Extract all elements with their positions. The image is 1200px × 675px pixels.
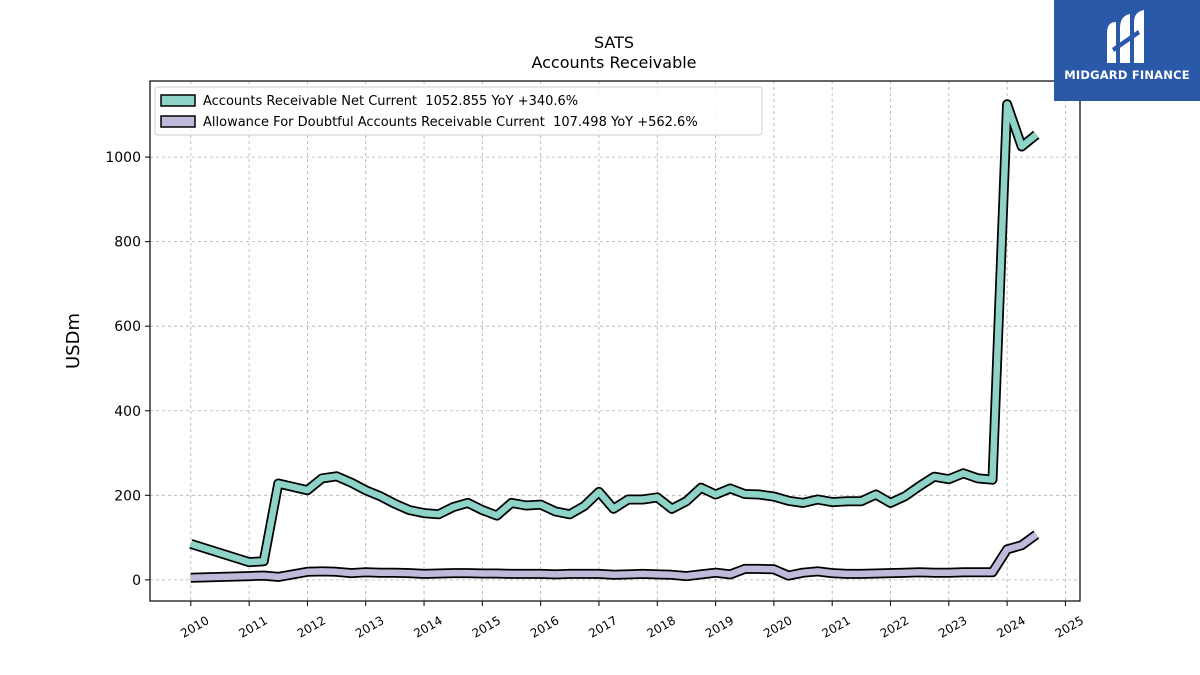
y-axis-label: USDm [63,313,84,369]
legend-box [154,86,763,136]
x-tick-label-2024: 2024 [994,613,1027,640]
midgard-m-icon [1107,10,1144,63]
x-tick-label-2015: 2015 [470,613,503,640]
series-lines [189,99,1040,583]
series-line-0 [189,101,1039,566]
series-line-1 [190,531,1039,581]
y-tick-label-200: 200 [114,488,141,504]
chart-title: SATS [594,33,634,52]
y-tick-label-0: 0 [132,573,141,589]
x-tick-label-2020: 2020 [761,613,794,640]
x-tick-label-2012: 2012 [295,613,328,640]
chart-subtitle: Accounts Receivable [531,53,696,72]
y-tick-label-800: 800 [114,235,141,251]
grid-lines [150,81,1080,601]
x-tick-label-2019: 2019 [703,613,736,640]
x-tick-label-2011: 2011 [236,613,269,640]
legend-swatch-ar-net [160,94,196,107]
x-tick-label-2013: 2013 [353,613,386,640]
brand-name: MIDGARD FINANCE [1064,68,1190,82]
x-tick-label-2025: 2025 [1053,613,1086,640]
legend-label-ar-net: Accounts Receivable Net Current 1052.855… [203,94,578,109]
brand-logo: MIDGARD FINANCE [1054,0,1200,101]
x-tick-label-2014: 2014 [411,613,444,640]
x-tick-label-2010: 2010 [178,613,211,640]
legend: Accounts Receivable Net Current 1052.855… [154,86,763,136]
x-tick-label-2023: 2023 [936,613,969,640]
x-tick-label-2016: 2016 [528,613,561,640]
x-axis-ticks: 2010 2011 2012 2013 2014 2015 2016 2017 2018 2019… [178,601,1086,641]
legend-swatch-allowance [160,115,196,128]
y-tick-label-1000: 1000 [105,150,141,166]
y-tick-label-600: 600 [114,319,141,335]
x-tick-label-2021: 2021 [819,613,852,640]
legend-label-allowance: Allowance For Doubtful Accounts Receivab… [203,115,698,130]
x-tick-label-2022: 2022 [878,613,911,640]
x-tick-label-2017: 2017 [586,613,619,640]
plot-frame [149,80,1081,602]
y-tick-label-400: 400 [114,404,141,420]
x-tick-label-2018: 2018 [645,613,678,640]
y-axis-ticks: 0 200 400 600 800 1000 [105,150,150,589]
